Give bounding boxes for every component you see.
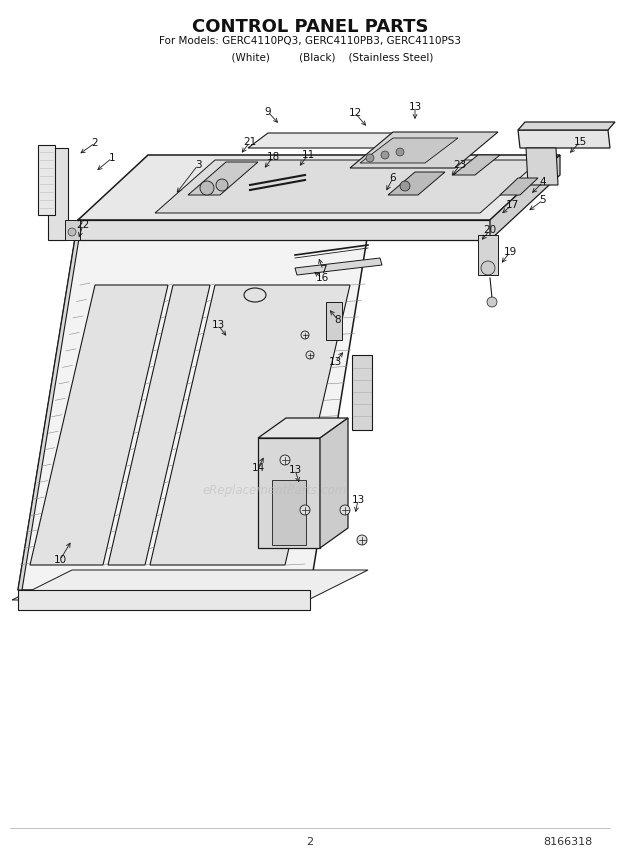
Polygon shape [453, 155, 500, 175]
Polygon shape [258, 418, 348, 438]
Circle shape [280, 455, 290, 465]
Polygon shape [155, 160, 540, 213]
Polygon shape [478, 235, 498, 275]
Polygon shape [326, 302, 342, 340]
Polygon shape [108, 285, 210, 565]
Polygon shape [518, 122, 615, 130]
Circle shape [216, 179, 228, 191]
Circle shape [381, 151, 389, 159]
Circle shape [400, 181, 410, 191]
Circle shape [300, 505, 310, 515]
Circle shape [340, 505, 350, 515]
Text: 8: 8 [335, 315, 342, 325]
Text: 11: 11 [301, 150, 314, 160]
Text: 19: 19 [503, 247, 516, 257]
Polygon shape [352, 355, 372, 430]
Text: 9: 9 [265, 107, 272, 117]
Polygon shape [78, 212, 380, 220]
Text: 13: 13 [409, 102, 422, 112]
Text: 15: 15 [574, 137, 587, 147]
Text: 2: 2 [306, 837, 314, 847]
Text: 23: 23 [453, 160, 467, 170]
Polygon shape [526, 148, 558, 185]
Polygon shape [78, 155, 560, 220]
Text: 4: 4 [539, 177, 546, 187]
Text: 3: 3 [195, 160, 202, 170]
Text: For Models: GERC4110PQ3, GERC4110PB3, GERC4110PS3: For Models: GERC4110PQ3, GERC4110PB3, GE… [159, 36, 461, 46]
Text: 14: 14 [251, 463, 265, 473]
Text: 22: 22 [76, 220, 90, 230]
Text: 13: 13 [352, 495, 365, 505]
Polygon shape [320, 418, 348, 548]
Text: 2: 2 [92, 138, 99, 148]
Polygon shape [500, 178, 538, 195]
Polygon shape [490, 155, 560, 240]
Polygon shape [150, 285, 350, 565]
Polygon shape [518, 130, 610, 148]
Text: 13: 13 [288, 465, 301, 475]
Text: 12: 12 [348, 108, 361, 118]
Text: 13: 13 [211, 320, 224, 330]
Polygon shape [248, 133, 452, 148]
Polygon shape [258, 438, 320, 548]
Polygon shape [38, 145, 55, 215]
Text: 17: 17 [505, 200, 518, 210]
Text: 10: 10 [53, 555, 66, 565]
Text: 13: 13 [329, 357, 342, 367]
Circle shape [366, 154, 374, 162]
Polygon shape [65, 220, 80, 240]
Circle shape [396, 148, 404, 156]
Polygon shape [18, 220, 82, 590]
Polygon shape [295, 258, 382, 275]
Circle shape [481, 261, 495, 275]
Text: CONTROL PANEL PARTS: CONTROL PANEL PARTS [192, 18, 428, 36]
Polygon shape [272, 480, 306, 545]
Polygon shape [360, 138, 458, 163]
Circle shape [487, 297, 497, 307]
Polygon shape [18, 220, 370, 590]
Text: eReplacementParts.com: eReplacementParts.com [203, 484, 347, 496]
Text: 7: 7 [320, 265, 326, 275]
Polygon shape [30, 285, 168, 565]
Circle shape [306, 351, 314, 359]
Text: 20: 20 [484, 225, 497, 235]
Text: 1: 1 [108, 153, 115, 163]
Circle shape [301, 331, 309, 339]
Polygon shape [78, 220, 490, 240]
Polygon shape [12, 570, 368, 600]
Polygon shape [18, 590, 310, 610]
Polygon shape [350, 132, 498, 168]
Text: 16: 16 [316, 273, 329, 283]
Text: 21: 21 [244, 137, 257, 147]
Circle shape [357, 535, 367, 545]
Text: 18: 18 [267, 152, 280, 162]
Text: 6: 6 [390, 173, 396, 183]
Polygon shape [188, 162, 258, 195]
Polygon shape [388, 172, 445, 195]
Circle shape [200, 181, 214, 195]
Text: (White)         (Black)    (Stainless Steel): (White) (Black) (Stainless Steel) [187, 52, 433, 62]
Text: 8166318: 8166318 [542, 837, 592, 847]
Circle shape [68, 228, 76, 236]
Text: 5: 5 [539, 195, 546, 205]
Polygon shape [48, 148, 68, 240]
